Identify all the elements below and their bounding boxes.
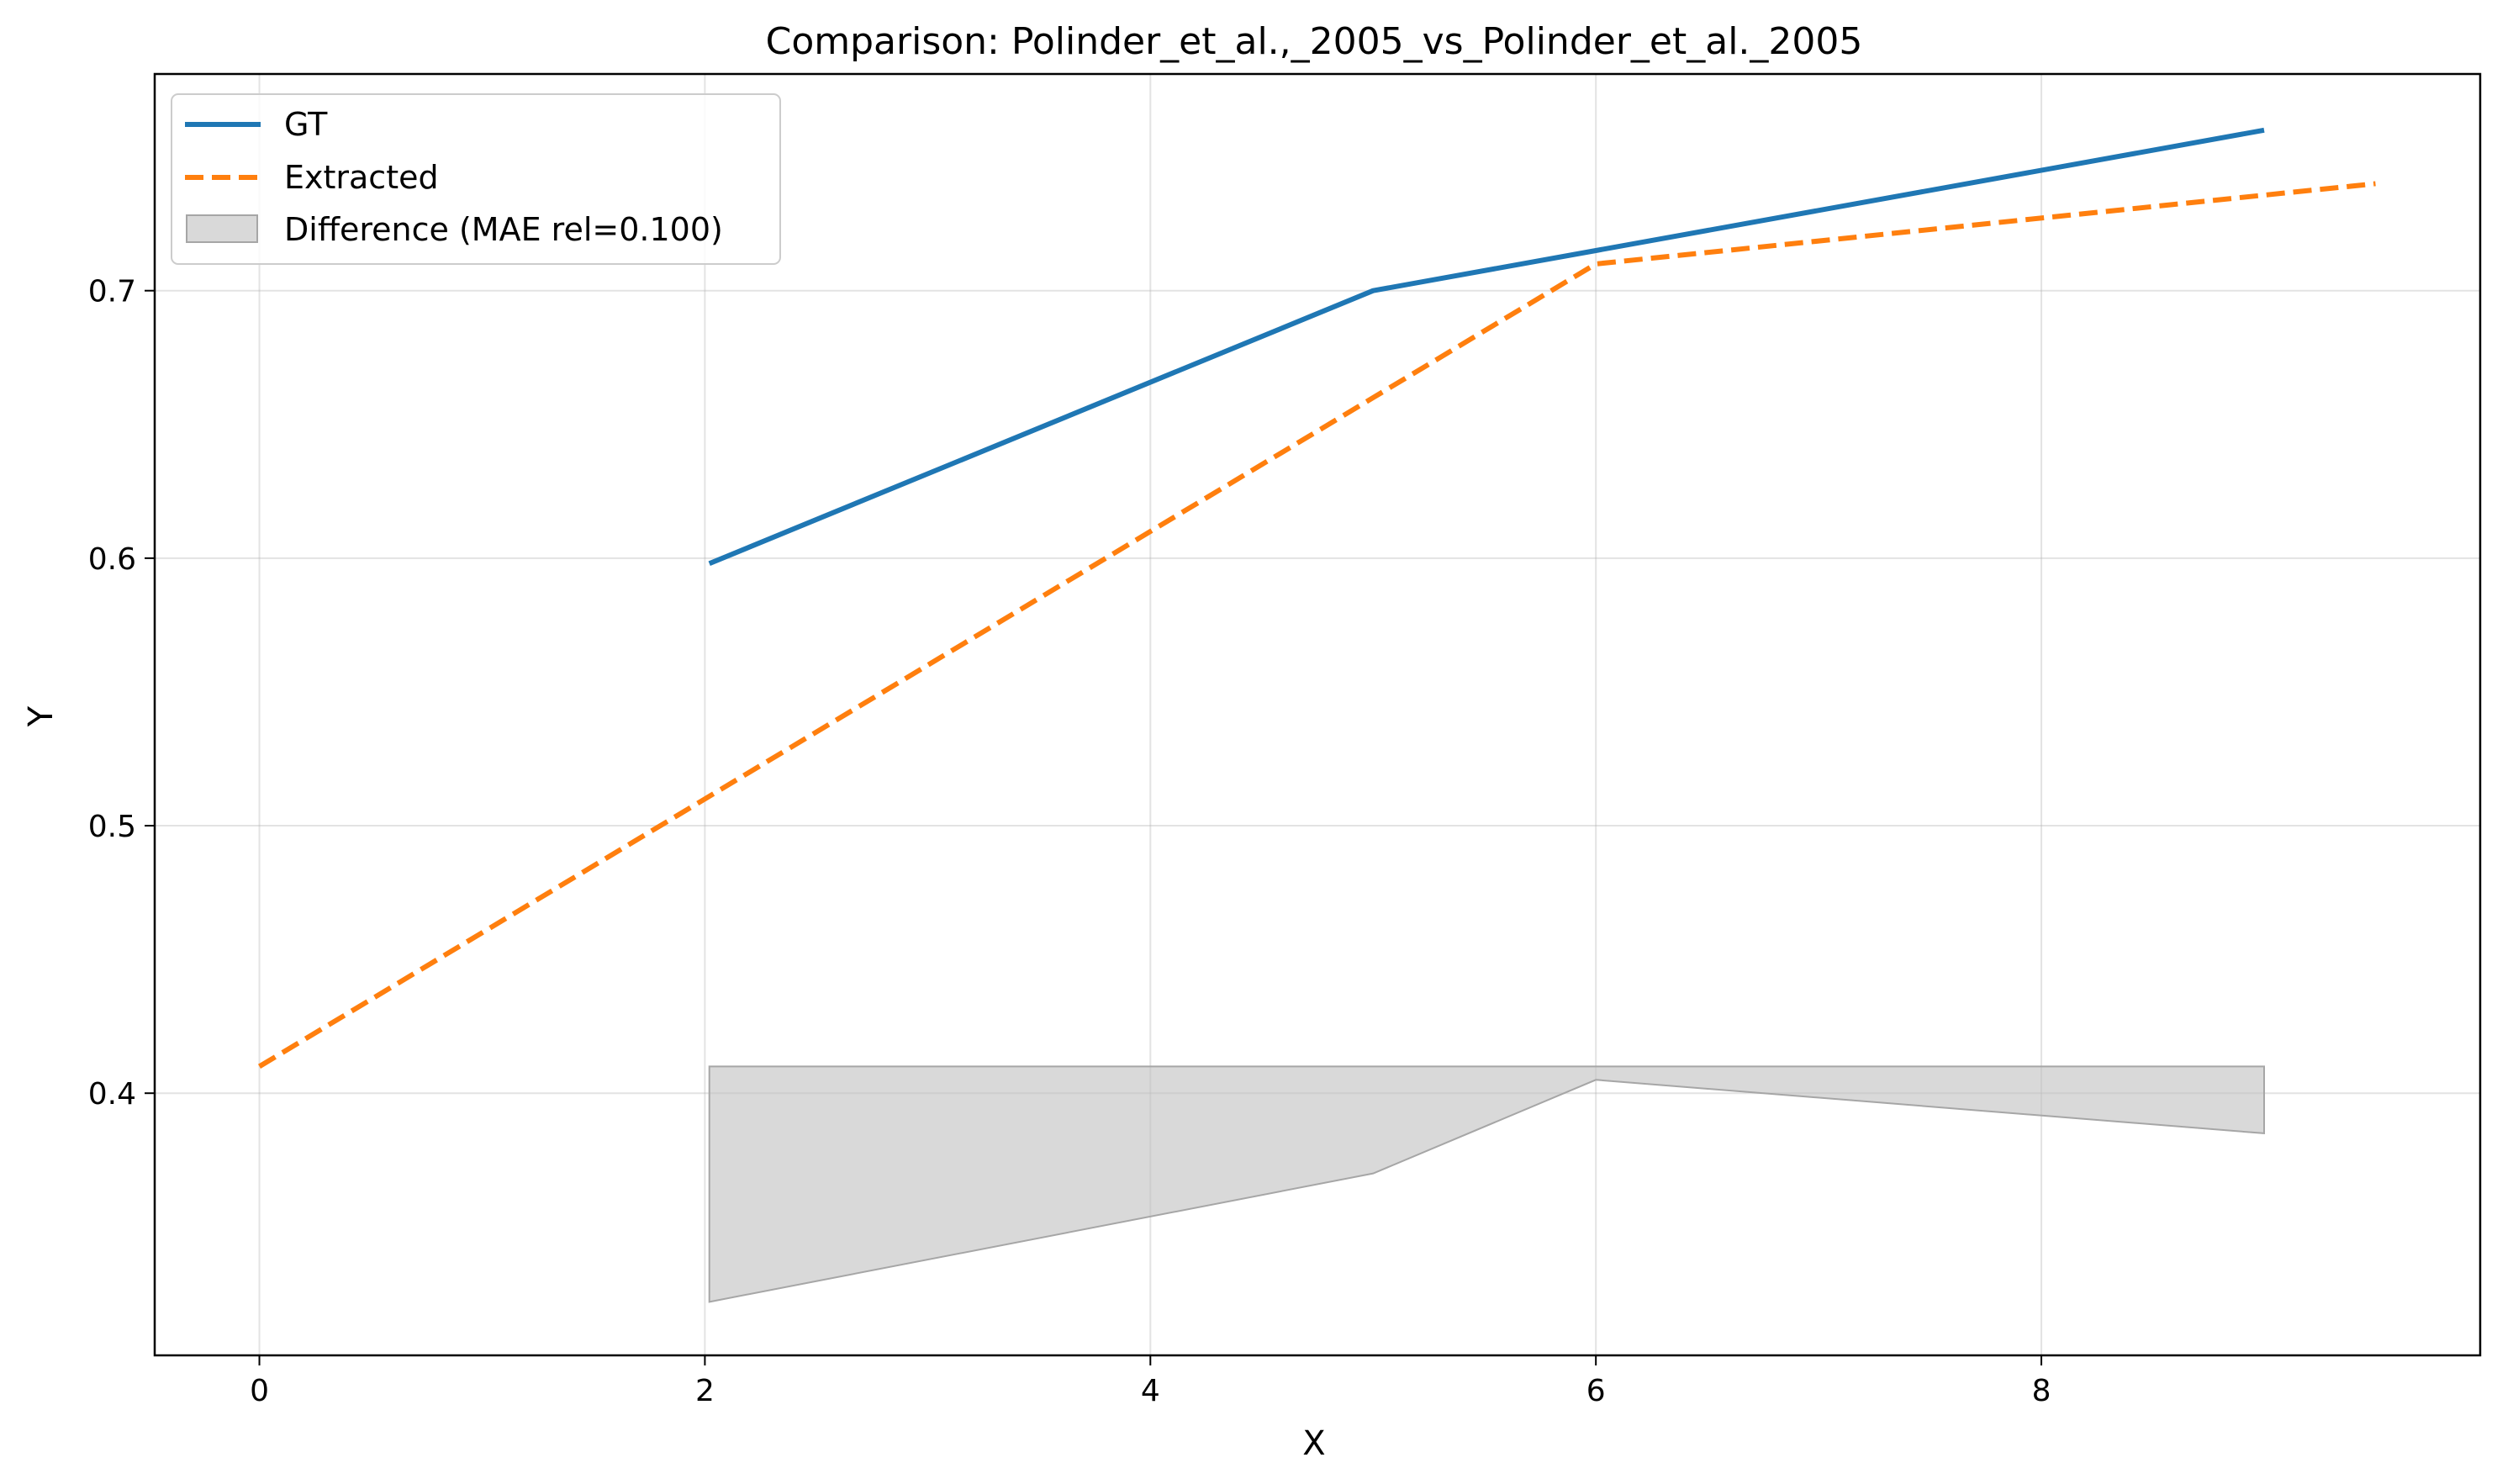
series-layer xyxy=(257,127,2376,1069)
y-tick-label: 0.6 xyxy=(88,542,136,577)
legend-box xyxy=(171,93,781,265)
x-tick-label: 8 xyxy=(2032,1374,2051,1408)
x-tick-label: 0 xyxy=(250,1374,269,1408)
y-tick-label: 0.7 xyxy=(88,275,136,309)
x-tick-label: 6 xyxy=(1586,1374,1606,1408)
series-line-gt xyxy=(708,127,2265,567)
legend-difference-label: Difference (MAE rel=0.100) xyxy=(284,211,723,248)
y-tick-label: 0.5 xyxy=(88,810,136,844)
legend-difference-swatch xyxy=(186,214,258,243)
x-tick-label: 2 xyxy=(695,1374,715,1408)
difference-band xyxy=(708,1065,2266,1303)
chart-title: Comparison: Polinder_et_al.,_2005_vs_Pol… xyxy=(766,20,1863,63)
legend-extracted-label: Extracted xyxy=(284,159,439,196)
legend-gt-label: GT xyxy=(284,106,328,143)
y-axis-label: Y xyxy=(22,705,61,727)
legend: GT Extracted Difference (MAE rel=0.100) xyxy=(171,93,781,265)
series-line-extracted xyxy=(257,181,2376,1069)
y-tick-label: 0.4 xyxy=(88,1077,136,1112)
ticks: 0 2 4 6 8 0.4 0.5 0.6 0.7 xyxy=(88,275,2051,1408)
difference-band-layer xyxy=(708,1065,2266,1303)
plot-frame xyxy=(153,72,2482,1357)
x-tick-label: 4 xyxy=(1141,1374,1160,1408)
x-axis-label: X xyxy=(1302,1424,1325,1463)
